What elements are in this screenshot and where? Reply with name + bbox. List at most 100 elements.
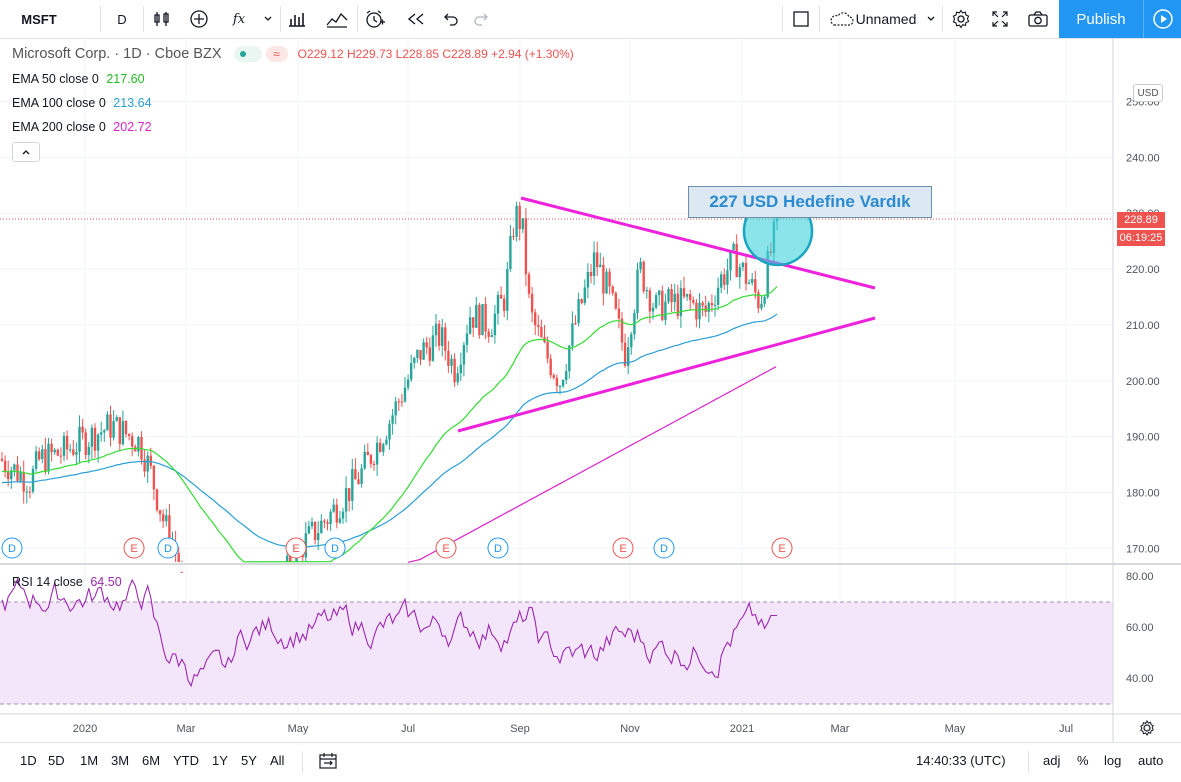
svg-text:D: D (164, 543, 172, 555)
compare-icon[interactable] (325, 0, 349, 38)
candle-body (143, 459, 146, 472)
ema50-label: EMA 50 close 0 (12, 72, 99, 86)
rsi-legend[interactable]: RSI 14 close 64.50 (12, 575, 122, 589)
candle-body (447, 350, 450, 366)
market-status-badge[interactable] (233, 46, 262, 63)
candle-body (651, 307, 655, 312)
dividend-marker[interactable]: D (1, 537, 23, 559)
candle-body (84, 432, 87, 455)
range-1m[interactable]: 1M (80, 753, 99, 768)
range-1y[interactable]: 1Y (212, 753, 228, 768)
candle-body (766, 251, 769, 298)
alert-icon[interactable] (362, 0, 388, 38)
range-1d[interactable]: 1D (20, 753, 37, 768)
candle-body (348, 488, 351, 501)
log-toggle[interactable]: log (1104, 753, 1122, 768)
redo-icon[interactable] (470, 0, 492, 38)
publish-button[interactable]: Publish (1059, 0, 1143, 38)
undo-icon[interactable] (440, 0, 462, 38)
candle-body (741, 262, 745, 268)
ema200-line (407, 366, 777, 563)
candle-body (459, 364, 462, 374)
earnings-marker[interactable]: E (612, 537, 634, 559)
ema200-legend[interactable]: EMA 200 close 0 202.72 (12, 120, 152, 134)
currency-badge[interactable]: USD (1133, 84, 1163, 102)
dividend-marker[interactable]: D (487, 537, 509, 559)
dividend-marker[interactable]: D (157, 537, 179, 559)
chevron-down-icon[interactable] (260, 0, 276, 38)
adj-toggle[interactable]: adj (1043, 753, 1061, 768)
time-tick-label: May (945, 723, 966, 735)
ema200-label: EMA 200 close 0 (12, 120, 106, 134)
camera-icon[interactable] (1025, 0, 1051, 38)
range-6m[interactable]: 6M (142, 753, 161, 768)
candle-body (410, 363, 413, 380)
earnings-marker[interactable]: E (285, 537, 307, 559)
candle-body (335, 504, 338, 523)
price-chart[interactable]: 250.00240.00230.00220.00210.00200.00190.… (0, 38, 1181, 742)
candle-body (428, 347, 431, 361)
candle-body (422, 342, 425, 360)
candle-body (654, 295, 658, 308)
layout-name[interactable]: Unnamed (855, 11, 917, 27)
candle-body (329, 511, 332, 524)
gear-icon[interactable] (948, 0, 974, 38)
candle-body (530, 293, 534, 313)
ema50-line (2, 286, 778, 563)
percent-toggle[interactable]: % (1077, 753, 1089, 768)
dividend-marker[interactable]: D (324, 537, 346, 559)
candle-body (112, 421, 115, 438)
candle-body (47, 443, 50, 472)
indicators-button[interactable]: fx (232, 11, 246, 27)
candle-body (682, 288, 686, 297)
candle-body (602, 264, 605, 294)
candle-body (555, 377, 559, 387)
layout-icon[interactable] (789, 0, 813, 38)
candles-icon[interactable] (150, 0, 174, 38)
earnings-marker[interactable]: E (435, 537, 457, 559)
candle-body (53, 449, 56, 453)
candle-body (586, 271, 590, 288)
range-3m[interactable]: 3M (111, 753, 130, 768)
ema100-line (1, 313, 778, 548)
range-all[interactable]: All (270, 753, 285, 768)
replay-icon[interactable] (403, 0, 429, 38)
add-indicator-icon[interactable] (186, 0, 212, 38)
clock-time[interactable]: 14:40:33 (UTC) (916, 753, 1006, 768)
range-ytd[interactable]: YTD (173, 753, 199, 768)
chevron-down-icon[interactable] (924, 0, 938, 38)
candle-body (317, 533, 320, 541)
financials-icon[interactable] (285, 0, 309, 38)
earnings-marker[interactable]: E (771, 537, 793, 559)
dividend-marker[interactable]: D (653, 537, 675, 559)
tilde-icon[interactable]: ≈ (265, 46, 288, 63)
candle-body (478, 304, 481, 336)
range-5y[interactable]: 5Y (241, 753, 257, 768)
auto-toggle[interactable]: auto (1138, 753, 1164, 768)
range-5d[interactable]: 5D (48, 753, 65, 768)
collapse-legend-button[interactable] (12, 142, 40, 162)
symbol-search[interactable]: MSFT (21, 11, 57, 27)
candle-body (565, 371, 568, 381)
date-range-icon[interactable] (318, 752, 338, 775)
candle-body (639, 261, 642, 270)
candle-body (661, 290, 664, 320)
candle-body (571, 323, 574, 346)
settings-gear-icon[interactable] (1140, 720, 1154, 736)
trendline-lower[interactable] (457, 316, 876, 433)
chart-area[interactable]: 250.00240.00230.00220.00210.00200.00190.… (0, 38, 1181, 742)
annotation-label[interactable]: 227 USD Hedefine Vardık (688, 186, 932, 218)
earnings-marker[interactable]: E (123, 537, 145, 559)
candle-body (589, 271, 593, 277)
ema100-legend[interactable]: EMA 100 close 0 213.64 (12, 96, 152, 110)
interval-button[interactable]: D (117, 11, 127, 27)
candle-body (521, 218, 524, 230)
trendline-upper[interactable] (520, 196, 876, 290)
ema50-legend[interactable]: EMA 50 close 0 217.60 (12, 72, 145, 86)
candle-body (670, 289, 673, 303)
candle-body (397, 401, 400, 403)
play-icon[interactable] (1143, 0, 1181, 38)
candle-body (592, 252, 596, 277)
fullscreen-icon[interactable] (987, 0, 1013, 38)
ema100-label: EMA 100 close 0 (12, 96, 106, 110)
